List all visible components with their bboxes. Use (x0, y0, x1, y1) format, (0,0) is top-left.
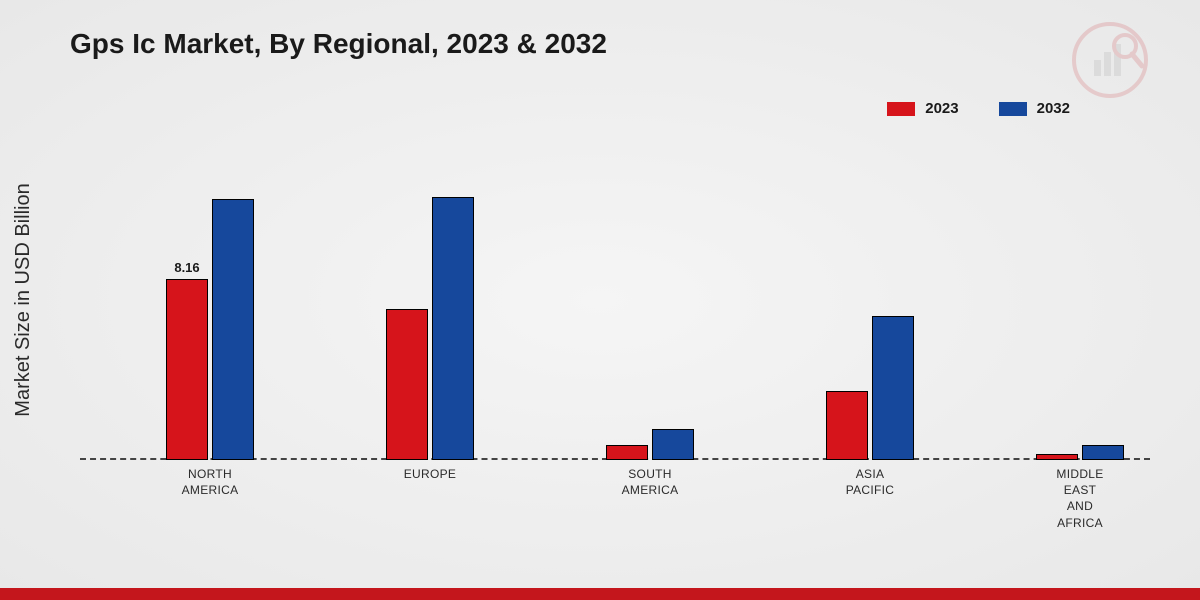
bar-group-ap (810, 316, 930, 460)
legend-swatch-2023 (887, 102, 915, 116)
bar-2032-mea (1082, 445, 1124, 461)
x-axis-label-eu: EUROPE (370, 466, 490, 482)
bar-2023-sa (606, 445, 648, 461)
x-axis-label-ap: ASIAPACIFIC (810, 466, 930, 498)
legend-label-2023: 2023 (925, 100, 958, 117)
bar-2023-ap (826, 391, 868, 460)
x-axis-label-sa: SOUTHAMERICA (590, 466, 710, 498)
bar-group-mea (1020, 445, 1140, 461)
bar-chart: 8.16 (80, 150, 1150, 460)
legend-label-2032: 2032 (1037, 100, 1070, 117)
legend: 2023 2032 (887, 100, 1070, 117)
bar-2023-na: 8.16 (166, 279, 208, 460)
x-axis-label-mea: MIDDLEEASTANDAFRICA (1020, 466, 1140, 531)
bar-2032-ap (872, 316, 914, 460)
legend-swatch-2032 (999, 102, 1027, 116)
bar-group-na: 8.16 (150, 199, 270, 460)
bar-value-label: 8.16 (167, 260, 207, 275)
bar-2023-eu (386, 309, 428, 460)
chart-title: Gps Ic Market, By Regional, 2023 & 2032 (70, 28, 607, 60)
bar-2032-sa (652, 429, 694, 460)
watermark-logo-icon (1070, 20, 1150, 105)
bar-2023-mea (1036, 454, 1078, 460)
bar-group-sa (590, 429, 710, 460)
bar-2032-eu (432, 197, 474, 461)
footer-accent-bar (0, 588, 1200, 600)
bar-2032-na (212, 199, 254, 460)
y-axis-label: Market Size in USD Billion (12, 183, 35, 416)
legend-item-2032: 2032 (999, 100, 1070, 117)
x-axis-labels: NORTHAMERICA EUROPE SOUTHAMERICA ASIAPACIFI… (80, 466, 1150, 546)
legend-item-2023: 2023 (887, 100, 958, 117)
x-axis-label-na: NORTHAMERICA (150, 466, 270, 498)
bar-group-eu (370, 197, 490, 461)
